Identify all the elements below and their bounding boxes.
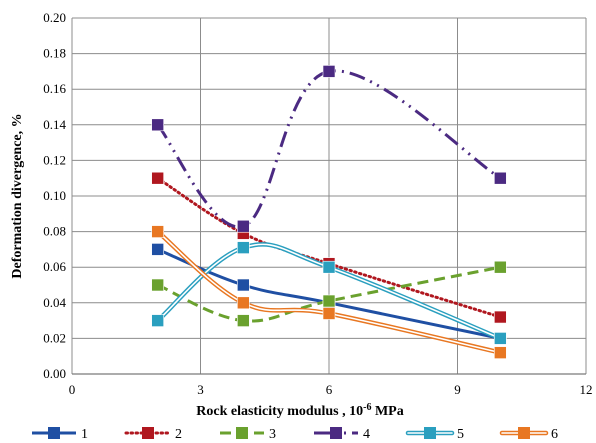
marker-layer: [151, 65, 507, 359]
series-5-point: [322, 260, 336, 274]
series-1-point: [237, 278, 250, 292]
x-tick-label: 3: [197, 382, 204, 397]
legend-6-marker: [518, 427, 530, 439]
x-tick-label: 9: [454, 382, 461, 397]
x-axis-title-main: Rock elasticity modulus , 10: [196, 404, 363, 419]
legend-4-marker: [330, 427, 342, 439]
series-6-line-inner: [156, 230, 502, 354]
legend-3-marker: [236, 427, 248, 439]
y-tick-label: 0.00: [43, 366, 66, 381]
legend-5-label: 5: [457, 427, 464, 442]
y-tick-label: 0.10: [43, 188, 66, 203]
series-3-point: [237, 314, 250, 327]
x-tick-labels: 0 3 6 9 12: [69, 382, 593, 397]
y-tick-label: 0.12: [43, 152, 66, 167]
legend-1-label: 1: [81, 427, 88, 442]
x-tick-label: 12: [580, 382, 593, 397]
legend-3-label: 3: [269, 427, 276, 442]
series-6-point: [151, 225, 164, 238]
series-1-line: [157, 248, 501, 340]
series-5-point: [151, 314, 164, 327]
series-4-point: [322, 65, 336, 78]
series-1-point: [151, 243, 164, 256]
legend-4-label: 4: [363, 427, 370, 442]
legend-2-marker: [142, 427, 154, 439]
series-4-point: [494, 171, 507, 185]
series-3-point: [322, 294, 336, 308]
series-4-point: [151, 118, 164, 132]
y-tick-label: 0.08: [43, 224, 66, 239]
y-tick-label: 0.14: [43, 117, 66, 132]
x-tick-label: 6: [326, 382, 333, 397]
y-tick-label: 0.06: [43, 259, 66, 274]
series-2-point: [151, 171, 164, 185]
series-4-point: [237, 219, 250, 233]
legend-2-label: 2: [175, 427, 182, 442]
y-tick-labels: 0.00 0.02 0.04 0.06 0.08 0.10 0.12 0.14 0.16 0.18…: [43, 10, 66, 381]
y-tick-label: 0.20: [43, 10, 66, 25]
series-3-line: [157, 265, 501, 323]
series-5-point: [237, 241, 250, 254]
x-axis-title-exponent: -6: [363, 402, 371, 413]
legend-1-marker: [48, 427, 60, 439]
y-axis-title: Deformation divergence, %: [10, 113, 25, 278]
y-tick-label: 0.18: [43, 46, 66, 61]
legend-5-marker: [424, 427, 436, 439]
series-layer: [155, 69, 503, 355]
series-6-point: [494, 346, 507, 359]
series-6-point: [237, 296, 250, 310]
legend-6-label: 6: [551, 427, 558, 442]
x-axis-title-unit: MPa: [371, 404, 403, 419]
y-tick-label: 0.04: [43, 295, 66, 310]
x-axis-title: Rock elasticity modulus , 10-6 MPa: [196, 402, 403, 419]
y-tick-label: 0.16: [43, 81, 66, 96]
series-4-line: [156, 69, 502, 229]
series-5-line-inner: [156, 243, 502, 340]
y-tick-label: 0.02: [43, 330, 66, 345]
series-3-point: [151, 278, 164, 292]
series-3-point: [494, 260, 507, 274]
series-5-point: [494, 332, 507, 345]
series-6-point: [322, 307, 336, 320]
legend: 1 2 3 4 5 6: [32, 427, 558, 442]
x-tick-label: 0: [69, 382, 76, 397]
series-2-point: [494, 310, 507, 324]
